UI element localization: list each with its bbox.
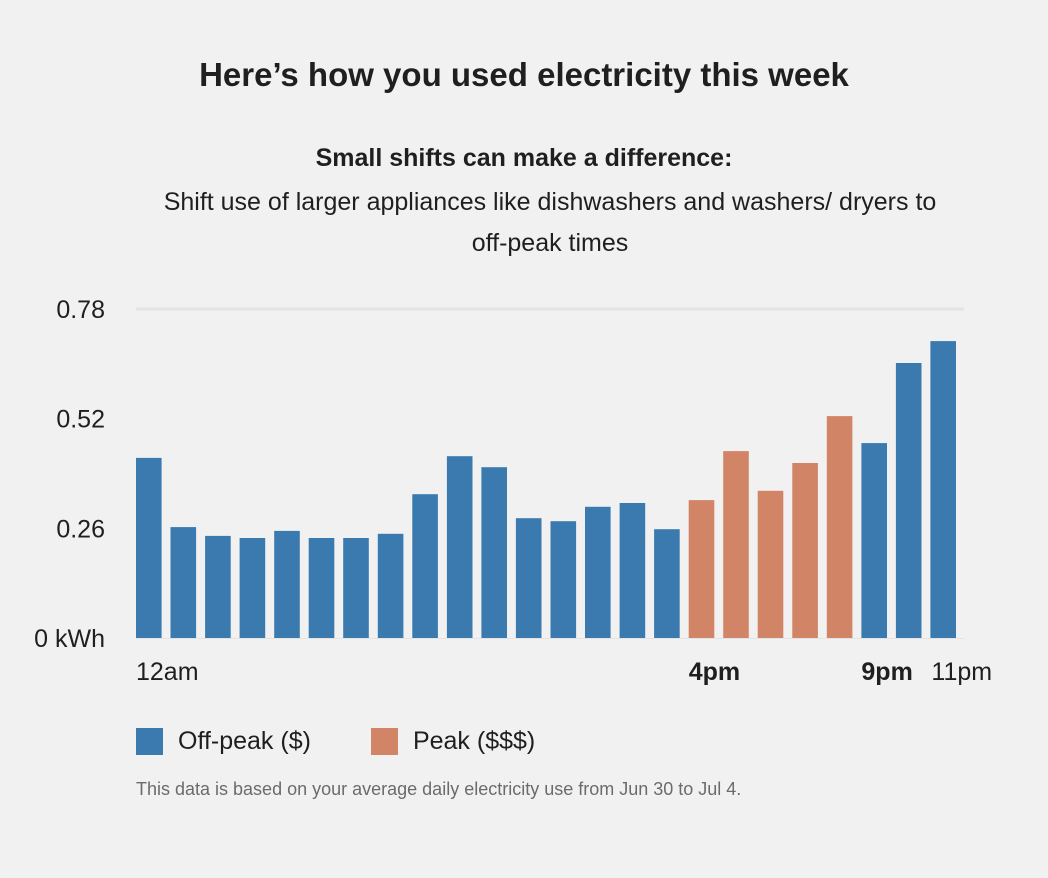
bar-9am	[446, 456, 473, 638]
tip-text: Shift use of larger appliances like dish…	[163, 188, 937, 257]
legend: Off-peak ($) Peak ($$$)	[136, 727, 595, 756]
bar-5pm	[723, 451, 749, 638]
bar-4pm	[688, 500, 715, 638]
footnote: This data is based on your average daily…	[136, 779, 742, 799]
x-axis: 12am 4pm 9pm 11pm	[136, 658, 992, 686]
x-tick-label: 4pm	[689, 658, 740, 686]
bar-8pm	[826, 416, 853, 638]
bar-12am	[136, 457, 162, 638]
bar-10am	[481, 467, 507, 638]
x-tick-label: 12am	[136, 658, 199, 686]
usage-bar-chart: 0 kWh 0.26 0.52 0.78 12am 4pm 9pm 11pm	[34, 296, 992, 686]
x-tick-label: 11pm	[931, 658, 992, 686]
y-axis: 0 kWh 0.26 0.52 0.78	[34, 296, 105, 653]
bar-6pm	[757, 490, 784, 638]
bar-11am	[515, 518, 542, 638]
bar-5am	[308, 538, 335, 638]
bar-9pm	[861, 443, 887, 638]
bar-2pm	[619, 503, 646, 638]
page-title: Here’s how you used electricity this wee…	[199, 56, 849, 93]
tip-heading: Small shifts can make a difference:	[315, 144, 733, 172]
legend-item-off-peak: Off-peak ($)	[136, 727, 311, 756]
bar-12pm	[550, 521, 577, 638]
bars	[136, 341, 956, 638]
bar-10pm	[895, 363, 922, 638]
legend-label-peak: Peak ($$$)	[412, 727, 536, 755]
bar-11pm	[930, 341, 956, 638]
x-tick-label: 9pm	[861, 658, 912, 686]
bar-3pm	[654, 529, 680, 638]
legend-label-off-peak: Off-peak ($)	[178, 727, 311, 755]
bar-2am	[205, 535, 231, 638]
off-peak-swatch	[136, 728, 163, 755]
bar-6am	[343, 538, 369, 638]
bar-8am	[412, 494, 438, 638]
bar-3am	[239, 538, 266, 638]
bar-7pm	[792, 463, 818, 638]
bar-7am	[377, 533, 404, 638]
peak-swatch	[370, 728, 398, 755]
y-tick-label: 0 kWh	[34, 625, 105, 653]
y-tick-label: 0.26	[56, 515, 105, 543]
y-tick-label: 0.78	[56, 296, 105, 324]
bar-1pm	[585, 506, 611, 638]
bar-1am	[170, 527, 197, 638]
y-tick-label: 0.52	[56, 406, 105, 434]
legend-item-peak: Peak ($$$)	[370, 727, 536, 756]
bar-4am	[274, 530, 300, 638]
